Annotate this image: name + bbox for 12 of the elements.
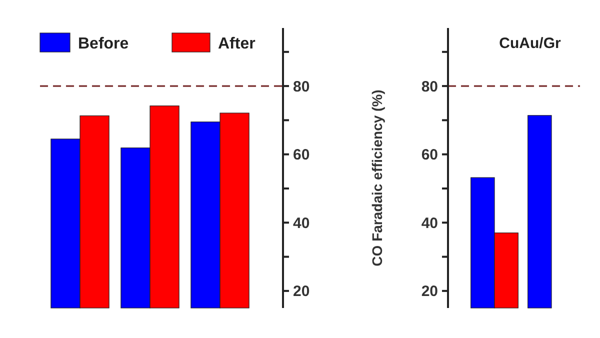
y-tick-label: 40 bbox=[421, 214, 438, 232]
y-tick-label: 60 bbox=[293, 146, 310, 164]
legend-label: Before bbox=[78, 36, 129, 53]
y-tick-label: 60 bbox=[421, 146, 438, 164]
y-tick-label: 20 bbox=[421, 283, 438, 300]
y-tick-label: 80 bbox=[293, 78, 310, 96]
y-axis-title: CO Faradaic efficiency (%) bbox=[369, 90, 385, 266]
legend-label: After bbox=[218, 36, 256, 53]
y-tick-label: 20 bbox=[293, 283, 310, 300]
text: CuAu/Gr bbox=[499, 35, 561, 52]
y-tick-label: 80 bbox=[421, 78, 438, 96]
y-tick-label: 40 bbox=[293, 214, 310, 232]
